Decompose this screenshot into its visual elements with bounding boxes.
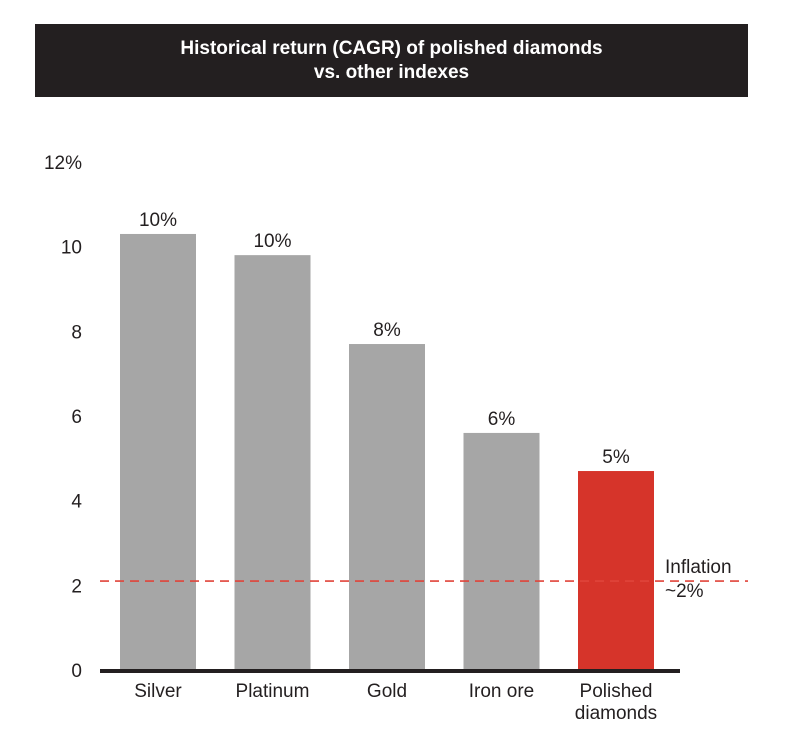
data-label: 5% bbox=[602, 447, 630, 468]
bar-polished-diamonds bbox=[578, 471, 654, 670]
chart-title-line-1: Historical return (CAGR) of polished dia… bbox=[180, 37, 603, 59]
category-label: Platinum bbox=[236, 681, 310, 702]
y-tick-label: 10 bbox=[61, 238, 82, 259]
data-label: 10% bbox=[139, 210, 177, 231]
bar-silver bbox=[120, 233, 196, 670]
bar-platinum bbox=[234, 255, 311, 670]
inflation-label: ~2% bbox=[665, 581, 704, 602]
data-label: 10% bbox=[253, 231, 291, 252]
data-label: 8% bbox=[373, 320, 401, 341]
category-label: Polished bbox=[580, 681, 653, 702]
category-label: Silver bbox=[134, 681, 182, 702]
y-tick-label: 4 bbox=[71, 492, 82, 513]
data-label: 6% bbox=[488, 409, 516, 430]
chart-title-line-2: vs. other indexes bbox=[313, 61, 470, 83]
category-label: Gold bbox=[367, 681, 407, 702]
y-tick-label: 0 bbox=[71, 661, 82, 682]
category-label: diamonds bbox=[575, 703, 657, 724]
y-tick-label: 2 bbox=[71, 576, 82, 597]
chart-title-band: Historical return (CAGR) of polished dia… bbox=[35, 24, 748, 97]
y-tick-label: 8 bbox=[71, 322, 82, 343]
y-tick-label: 12% bbox=[44, 153, 82, 174]
bar-iron-ore bbox=[463, 432, 540, 670]
bar-gold bbox=[349, 344, 425, 670]
inflation-label: Inflation bbox=[665, 557, 732, 578]
y-tick-label: 6 bbox=[71, 407, 82, 428]
category-label: Iron ore bbox=[469, 681, 534, 702]
